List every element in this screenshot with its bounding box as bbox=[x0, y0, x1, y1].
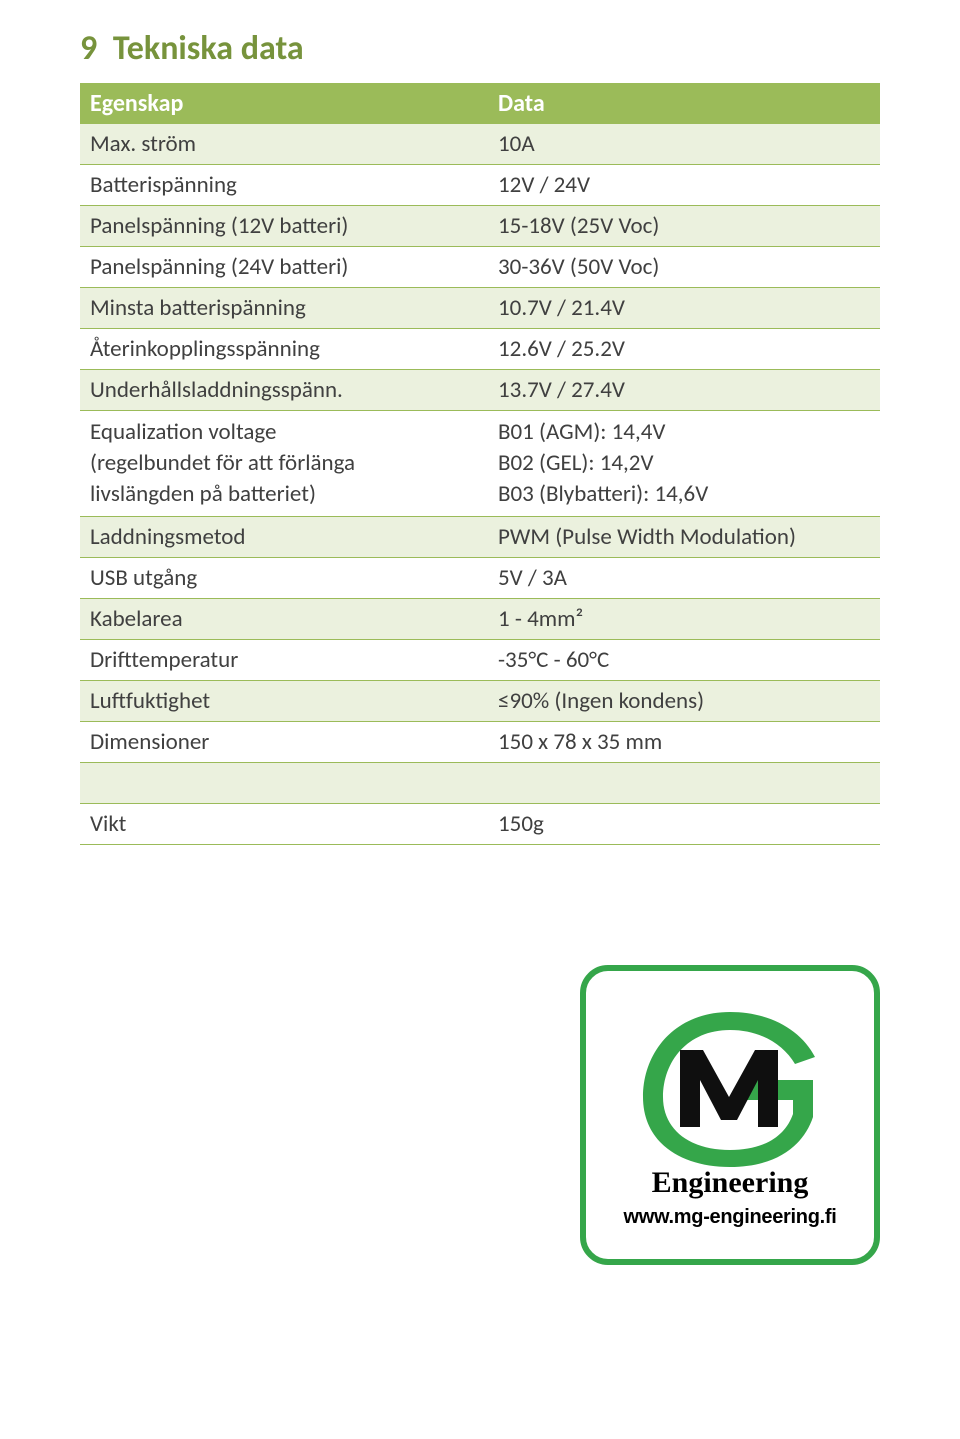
table-cell-val: ≤90% (Ingen kondens) bbox=[488, 681, 880, 722]
table-cell-val: -35°C - 60°C bbox=[488, 640, 880, 681]
table-cell-prop: Drifttemperatur bbox=[80, 640, 488, 681]
table-cell-val: 5V / 3A bbox=[488, 558, 880, 599]
table-row: Kabelarea1 - 4mm² bbox=[80, 599, 880, 640]
table-cell-prop: Panelspänning (24V batteri) bbox=[80, 247, 488, 288]
table-row: Återinkopplingsspänning12.6V / 25.2V bbox=[80, 329, 880, 370]
table-row: Equalization voltage(regelbundet för att… bbox=[80, 411, 880, 517]
table-cell-prop: Luftfuktighet bbox=[80, 681, 488, 722]
table-cell-prop: Equalization voltage(regelbundet för att… bbox=[80, 411, 488, 517]
table-cell-val: 13.7V / 27.4V bbox=[488, 370, 880, 411]
table-row: Panelspänning (12V batteri)15-18V (25V V… bbox=[80, 206, 880, 247]
table-cell-prop: Dimensioner bbox=[80, 722, 488, 763]
table-cell-prop: Vikt bbox=[80, 804, 488, 845]
logo-box: Engineering www.mg-engineering.fi bbox=[580, 965, 880, 1265]
table-cell-prop: Minsta batterispänning bbox=[80, 288, 488, 329]
table-cell-val: 150 x 78 x 35 mm bbox=[488, 722, 880, 763]
table-cell-prop: Underhållsladdningsspänn. bbox=[80, 370, 488, 411]
table-cell-val: 12V / 24V bbox=[488, 165, 880, 206]
table-row: Drifttemperatur-35°C - 60°C bbox=[80, 640, 880, 681]
spec-table: Egenskap Data Max. ström10ABatterispänni… bbox=[80, 83, 880, 845]
mg-logo-icon bbox=[625, 1002, 835, 1172]
table-cell-val: B01 (AGM): 14,4VB02 (GEL): 14,2VB03 (Bly… bbox=[488, 411, 880, 517]
table-cell-val: 10A bbox=[488, 124, 880, 165]
table-cell-val: 10.7V / 21.4V bbox=[488, 288, 880, 329]
table-row: Underhållsladdningsspänn.13.7V / 27.4V bbox=[80, 370, 880, 411]
table-cell-prop: Kabelarea bbox=[80, 599, 488, 640]
table-cell-prop: Återinkopplingsspänning bbox=[80, 329, 488, 370]
table-row: Luftfuktighet≤90% (Ingen kondens) bbox=[80, 681, 880, 722]
table-cell-prop: Max. ström bbox=[80, 124, 488, 165]
table-row: Panelspänning (24V batteri)30-36V (50V V… bbox=[80, 247, 880, 288]
table-row: Max. ström10A bbox=[80, 124, 880, 165]
table-row: USB utgång5V / 3A bbox=[80, 558, 880, 599]
table-header-row: Egenskap Data bbox=[80, 83, 880, 124]
table-header-prop: Egenskap bbox=[80, 83, 488, 124]
table-row: Vikt150g bbox=[80, 804, 880, 845]
table-cell-val: 15-18V (25V Voc) bbox=[488, 206, 880, 247]
section-heading: 9 Tekniska data bbox=[80, 28, 880, 69]
table-cell-prop: Laddningsmetod bbox=[80, 517, 488, 558]
table-row: Dimensioner150 x 78 x 35 mm bbox=[80, 722, 880, 763]
section-title-text: Tekniska data bbox=[113, 28, 304, 69]
table-row: Batterispänning12V / 24V bbox=[80, 165, 880, 206]
table-cell-prop: Batterispänning bbox=[80, 165, 488, 206]
table-cell-prop: USB utgång bbox=[80, 558, 488, 599]
logo-url-text: www.mg-engineering.fi bbox=[624, 1206, 837, 1229]
table-row: Minsta batterispänning10.7V / 21.4V bbox=[80, 288, 880, 329]
table-cell-prop bbox=[80, 763, 488, 804]
table-cell-val bbox=[488, 763, 880, 804]
table-row: LaddningsmetodPWM (Pulse Width Modulatio… bbox=[80, 517, 880, 558]
table-cell-val: 30-36V (50V Voc) bbox=[488, 247, 880, 288]
table-cell-val: 1 - 4mm² bbox=[488, 599, 880, 640]
table-cell-val: 12.6V / 25.2V bbox=[488, 329, 880, 370]
table-cell-prop: Panelspänning (12V batteri) bbox=[80, 206, 488, 247]
table-header-val: Data bbox=[488, 83, 880, 124]
table-cell-val: 150g bbox=[488, 804, 880, 845]
section-number: 9 bbox=[80, 28, 97, 69]
table-row bbox=[80, 763, 880, 804]
logo-container: Engineering www.mg-engineering.fi bbox=[80, 965, 880, 1265]
table-cell-val: PWM (Pulse Width Modulation) bbox=[488, 517, 880, 558]
logo-engineering-text: Engineering bbox=[652, 1166, 809, 1200]
